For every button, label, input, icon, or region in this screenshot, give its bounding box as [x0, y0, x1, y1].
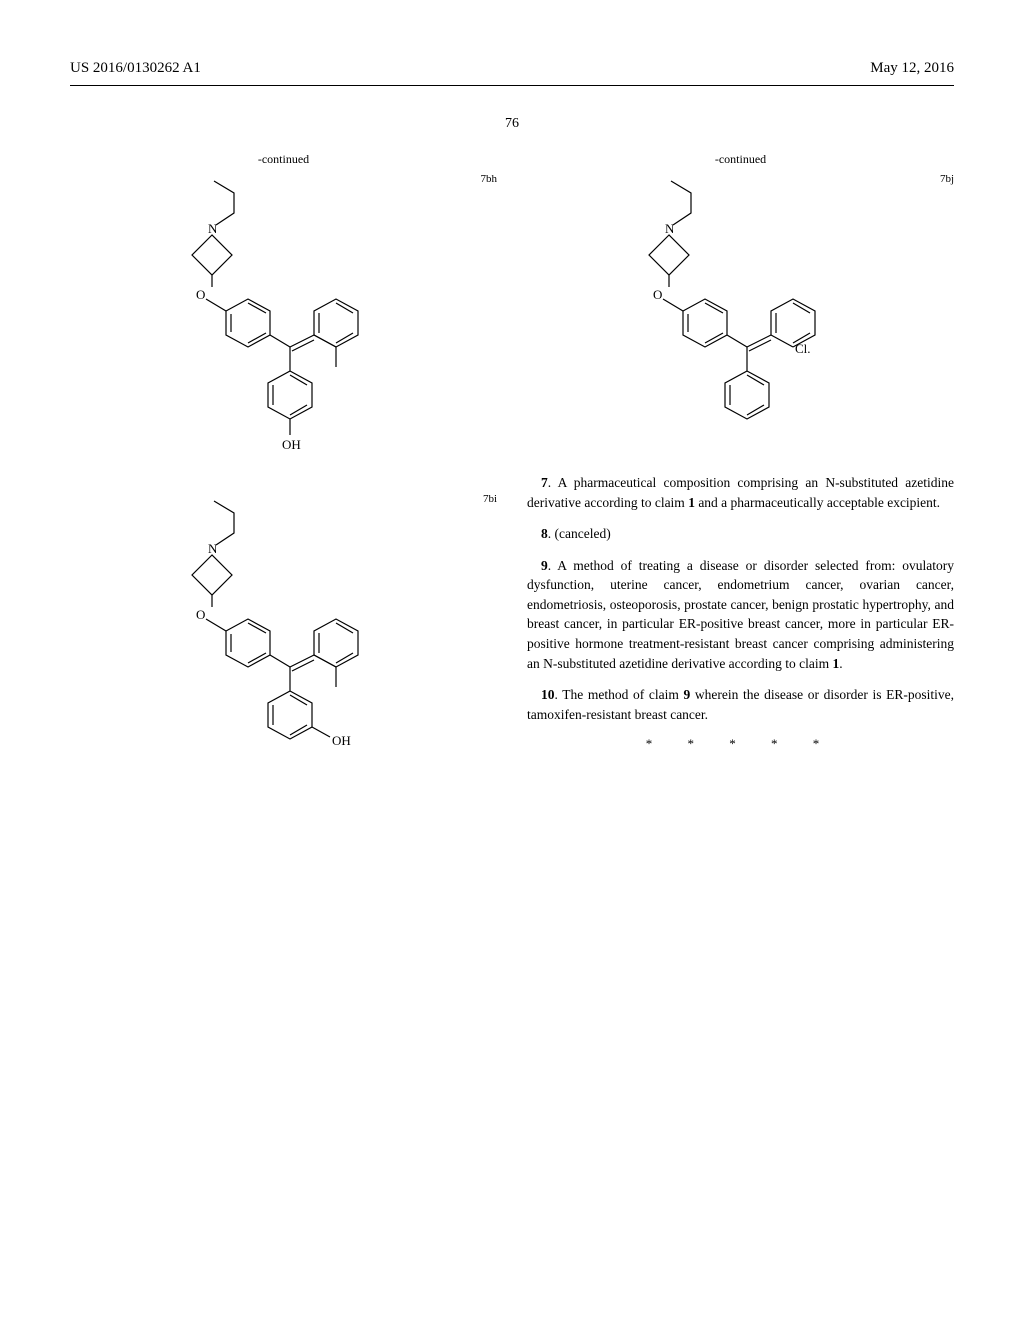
- right-column: -continued 7bj N O: [527, 152, 954, 803]
- claim-7-text-end: and a pharmaceutically acceptable excipi…: [695, 495, 940, 510]
- claim-7: 7. A pharmaceutical composition comprisi…: [527, 473, 954, 512]
- continued-label-right: -continued: [527, 152, 954, 167]
- continued-label-left: -continued: [70, 152, 497, 167]
- left-column: -continued 7bh N O: [70, 152, 497, 803]
- structure-label-7bh: 7bh: [481, 173, 498, 185]
- claim-9-text-end: .: [839, 656, 842, 671]
- svg-text:N: N: [208, 541, 218, 556]
- svg-text:N: N: [665, 221, 675, 236]
- molecule-7bh-svg: N O: [154, 173, 414, 483]
- claim-7-number: 7: [541, 475, 548, 490]
- svg-text:OH: OH: [282, 437, 301, 452]
- structure-label-7bi: 7bi: [483, 493, 497, 505]
- page-header: US 2016/0130262 A1 May 12, 2016: [70, 60, 954, 77]
- publication-number: US 2016/0130262 A1: [70, 60, 201, 77]
- structure-label-7bj: 7bj: [940, 173, 954, 185]
- molecule-7bi-svg: N O: [154, 493, 414, 793]
- claim-8: 8. (canceled): [527, 524, 954, 544]
- header-divider: [70, 85, 954, 86]
- claim-10-text: . The method of claim: [555, 687, 684, 702]
- publication-date: May 12, 2016: [870, 60, 954, 77]
- svg-text:O: O: [653, 287, 662, 302]
- svg-text:N: N: [208, 221, 218, 236]
- claim-9-text: . A method of treating a disease or diso…: [527, 558, 954, 671]
- claim-10-number: 10: [541, 687, 555, 702]
- svg-text:Cl.: Cl.: [795, 341, 811, 356]
- page-number: 76: [70, 116, 954, 132]
- claim-10: 10. The method of claim 9 wherein the di…: [527, 685, 954, 724]
- claim-8-number: 8: [541, 526, 548, 541]
- claim-9-number: 9: [541, 558, 548, 573]
- svg-text:O: O: [196, 607, 205, 622]
- end-stars: * * * * *: [527, 736, 954, 752]
- svg-text:OH: OH: [332, 733, 351, 748]
- structure-7bi: 7bi N O: [70, 493, 497, 793]
- claim-8-text: . (canceled): [548, 526, 611, 541]
- molecule-7bj-svg: N O: [611, 173, 871, 463]
- structure-7bh: 7bh N O: [70, 173, 497, 483]
- claim-7-ref: 1: [688, 495, 695, 510]
- structure-7bj: 7bj N O: [527, 173, 954, 463]
- content-columns: -continued 7bh N O: [70, 152, 954, 803]
- claim-9: 9. A method of treating a disease or dis…: [527, 556, 954, 673]
- svg-text:O: O: [196, 287, 205, 302]
